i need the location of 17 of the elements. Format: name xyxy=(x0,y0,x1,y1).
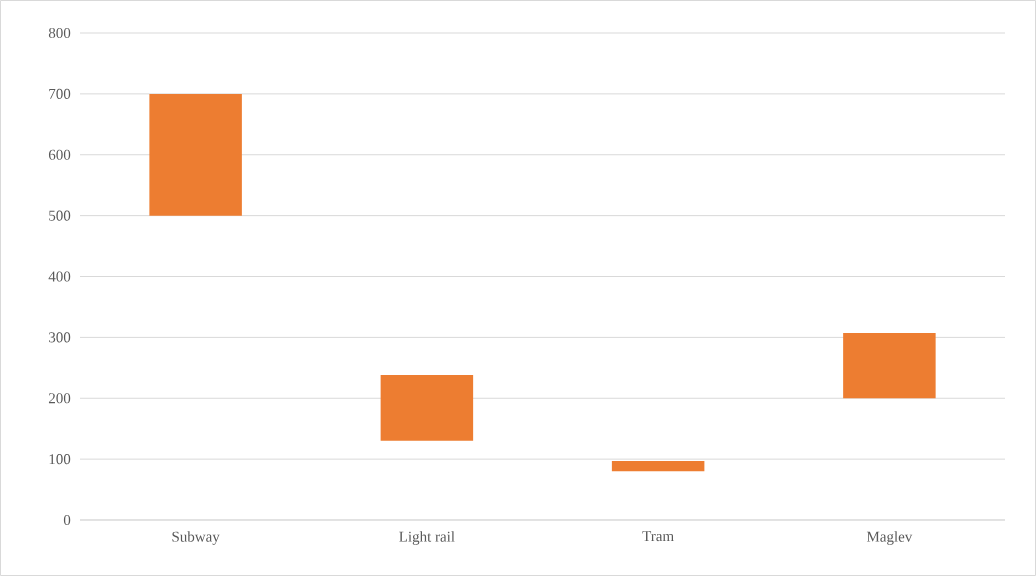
y-tick-label: 300 xyxy=(49,332,71,343)
y-tick-label: 200 xyxy=(48,393,71,404)
x-tick-label: Light rail xyxy=(399,531,455,545)
y-tick-label: 800 xyxy=(48,27,71,39)
y-tick-label: 0 xyxy=(63,514,71,526)
bar xyxy=(149,93,242,216)
x-tick-label: Maglev xyxy=(866,531,913,545)
bar xyxy=(843,333,936,399)
y-tick-label: 600 xyxy=(48,149,71,160)
x-tick-label: Tram xyxy=(642,531,674,542)
y-tick-label: 500 xyxy=(49,210,71,221)
y-tick-label: 400 xyxy=(48,271,71,282)
y-tick-label: 100 xyxy=(49,454,71,465)
x-tick-label: Subway xyxy=(172,531,220,545)
y-tick-label: 700 xyxy=(49,88,71,99)
bar xyxy=(611,460,705,472)
bar xyxy=(380,375,474,441)
